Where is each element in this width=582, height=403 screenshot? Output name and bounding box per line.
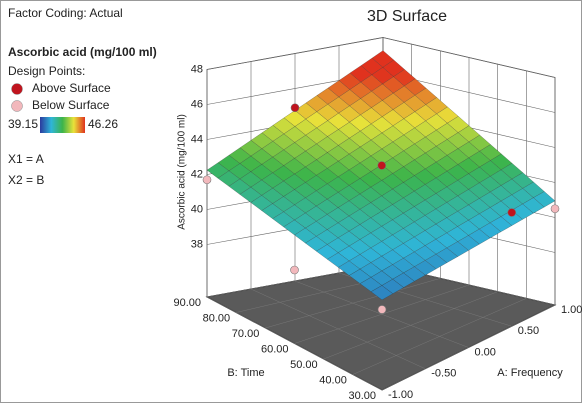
x-tick-label: 0.50 bbox=[518, 325, 539, 337]
factor-label: X2 = B bbox=[8, 173, 44, 187]
z-axis-title: Ascorbic acid (mg/100 ml) bbox=[177, 114, 188, 230]
legend-label: Below Surface bbox=[32, 98, 110, 112]
z-tick-label: 40 bbox=[191, 203, 203, 215]
floor-grid bbox=[294, 284, 470, 344]
x-tick-label: -1.00 bbox=[388, 389, 413, 401]
colorbar-high: 46.26 bbox=[88, 117, 118, 131]
floor-grid bbox=[352, 298, 527, 375]
y-tick-label: 80.00 bbox=[203, 312, 231, 324]
floor-grid bbox=[323, 291, 498, 360]
colorbar-low: 39.15 bbox=[8, 117, 38, 131]
points-heading: Design Points: bbox=[8, 64, 85, 78]
y-axis-title: B: Time bbox=[227, 367, 264, 379]
plot: 38 40 42 44 46 48 -1.00 -0.50 0.00 0.50 1.00 30.004… bbox=[173, 36, 582, 402]
legend-label: Above Surface bbox=[32, 81, 111, 95]
x-tick-label: 1.00 bbox=[561, 304, 582, 316]
design-point bbox=[290, 265, 299, 275]
surface-cell bbox=[370, 285, 394, 301]
design-point bbox=[377, 161, 387, 170]
design-point bbox=[507, 208, 517, 217]
y-tick-label: 50.00 bbox=[290, 359, 318, 371]
floor-grid bbox=[265, 278, 441, 329]
design-point bbox=[550, 204, 560, 214]
z-tick-label: 46 bbox=[191, 98, 203, 110]
z-tick-label: 48 bbox=[191, 63, 203, 75]
z-tick-label: 38 bbox=[191, 238, 203, 250]
y-tick-label: 40.00 bbox=[319, 374, 347, 386]
z-tick-label: 44 bbox=[191, 133, 203, 145]
x-tick-label: 0.00 bbox=[475, 346, 496, 358]
floor-grid bbox=[381, 304, 556, 391]
y-tick-label: 30.00 bbox=[348, 390, 376, 402]
z-tick-label: 42 bbox=[191, 168, 203, 180]
factor-label: X1 = A bbox=[8, 152, 44, 166]
x-axis-title: A: Frequency bbox=[497, 367, 563, 379]
y-tick-label: 70.00 bbox=[232, 328, 260, 340]
design-point bbox=[377, 305, 387, 314]
coding-label: Factor Coding: Actual bbox=[8, 6, 123, 20]
colorbar bbox=[40, 117, 85, 133]
response-label: Ascorbic acid (mg/100 ml) bbox=[8, 45, 157, 59]
x-tick-label: -0.50 bbox=[431, 368, 456, 380]
y-tick-label: 60.00 bbox=[261, 343, 289, 355]
design-point bbox=[290, 103, 300, 113]
chart-title: 3D Surface bbox=[367, 8, 447, 25]
legend-marker bbox=[11, 83, 23, 95]
legend-marker bbox=[11, 100, 23, 112]
design-point bbox=[202, 175, 212, 185]
y-tick-label: 90.00 bbox=[173, 297, 201, 309]
